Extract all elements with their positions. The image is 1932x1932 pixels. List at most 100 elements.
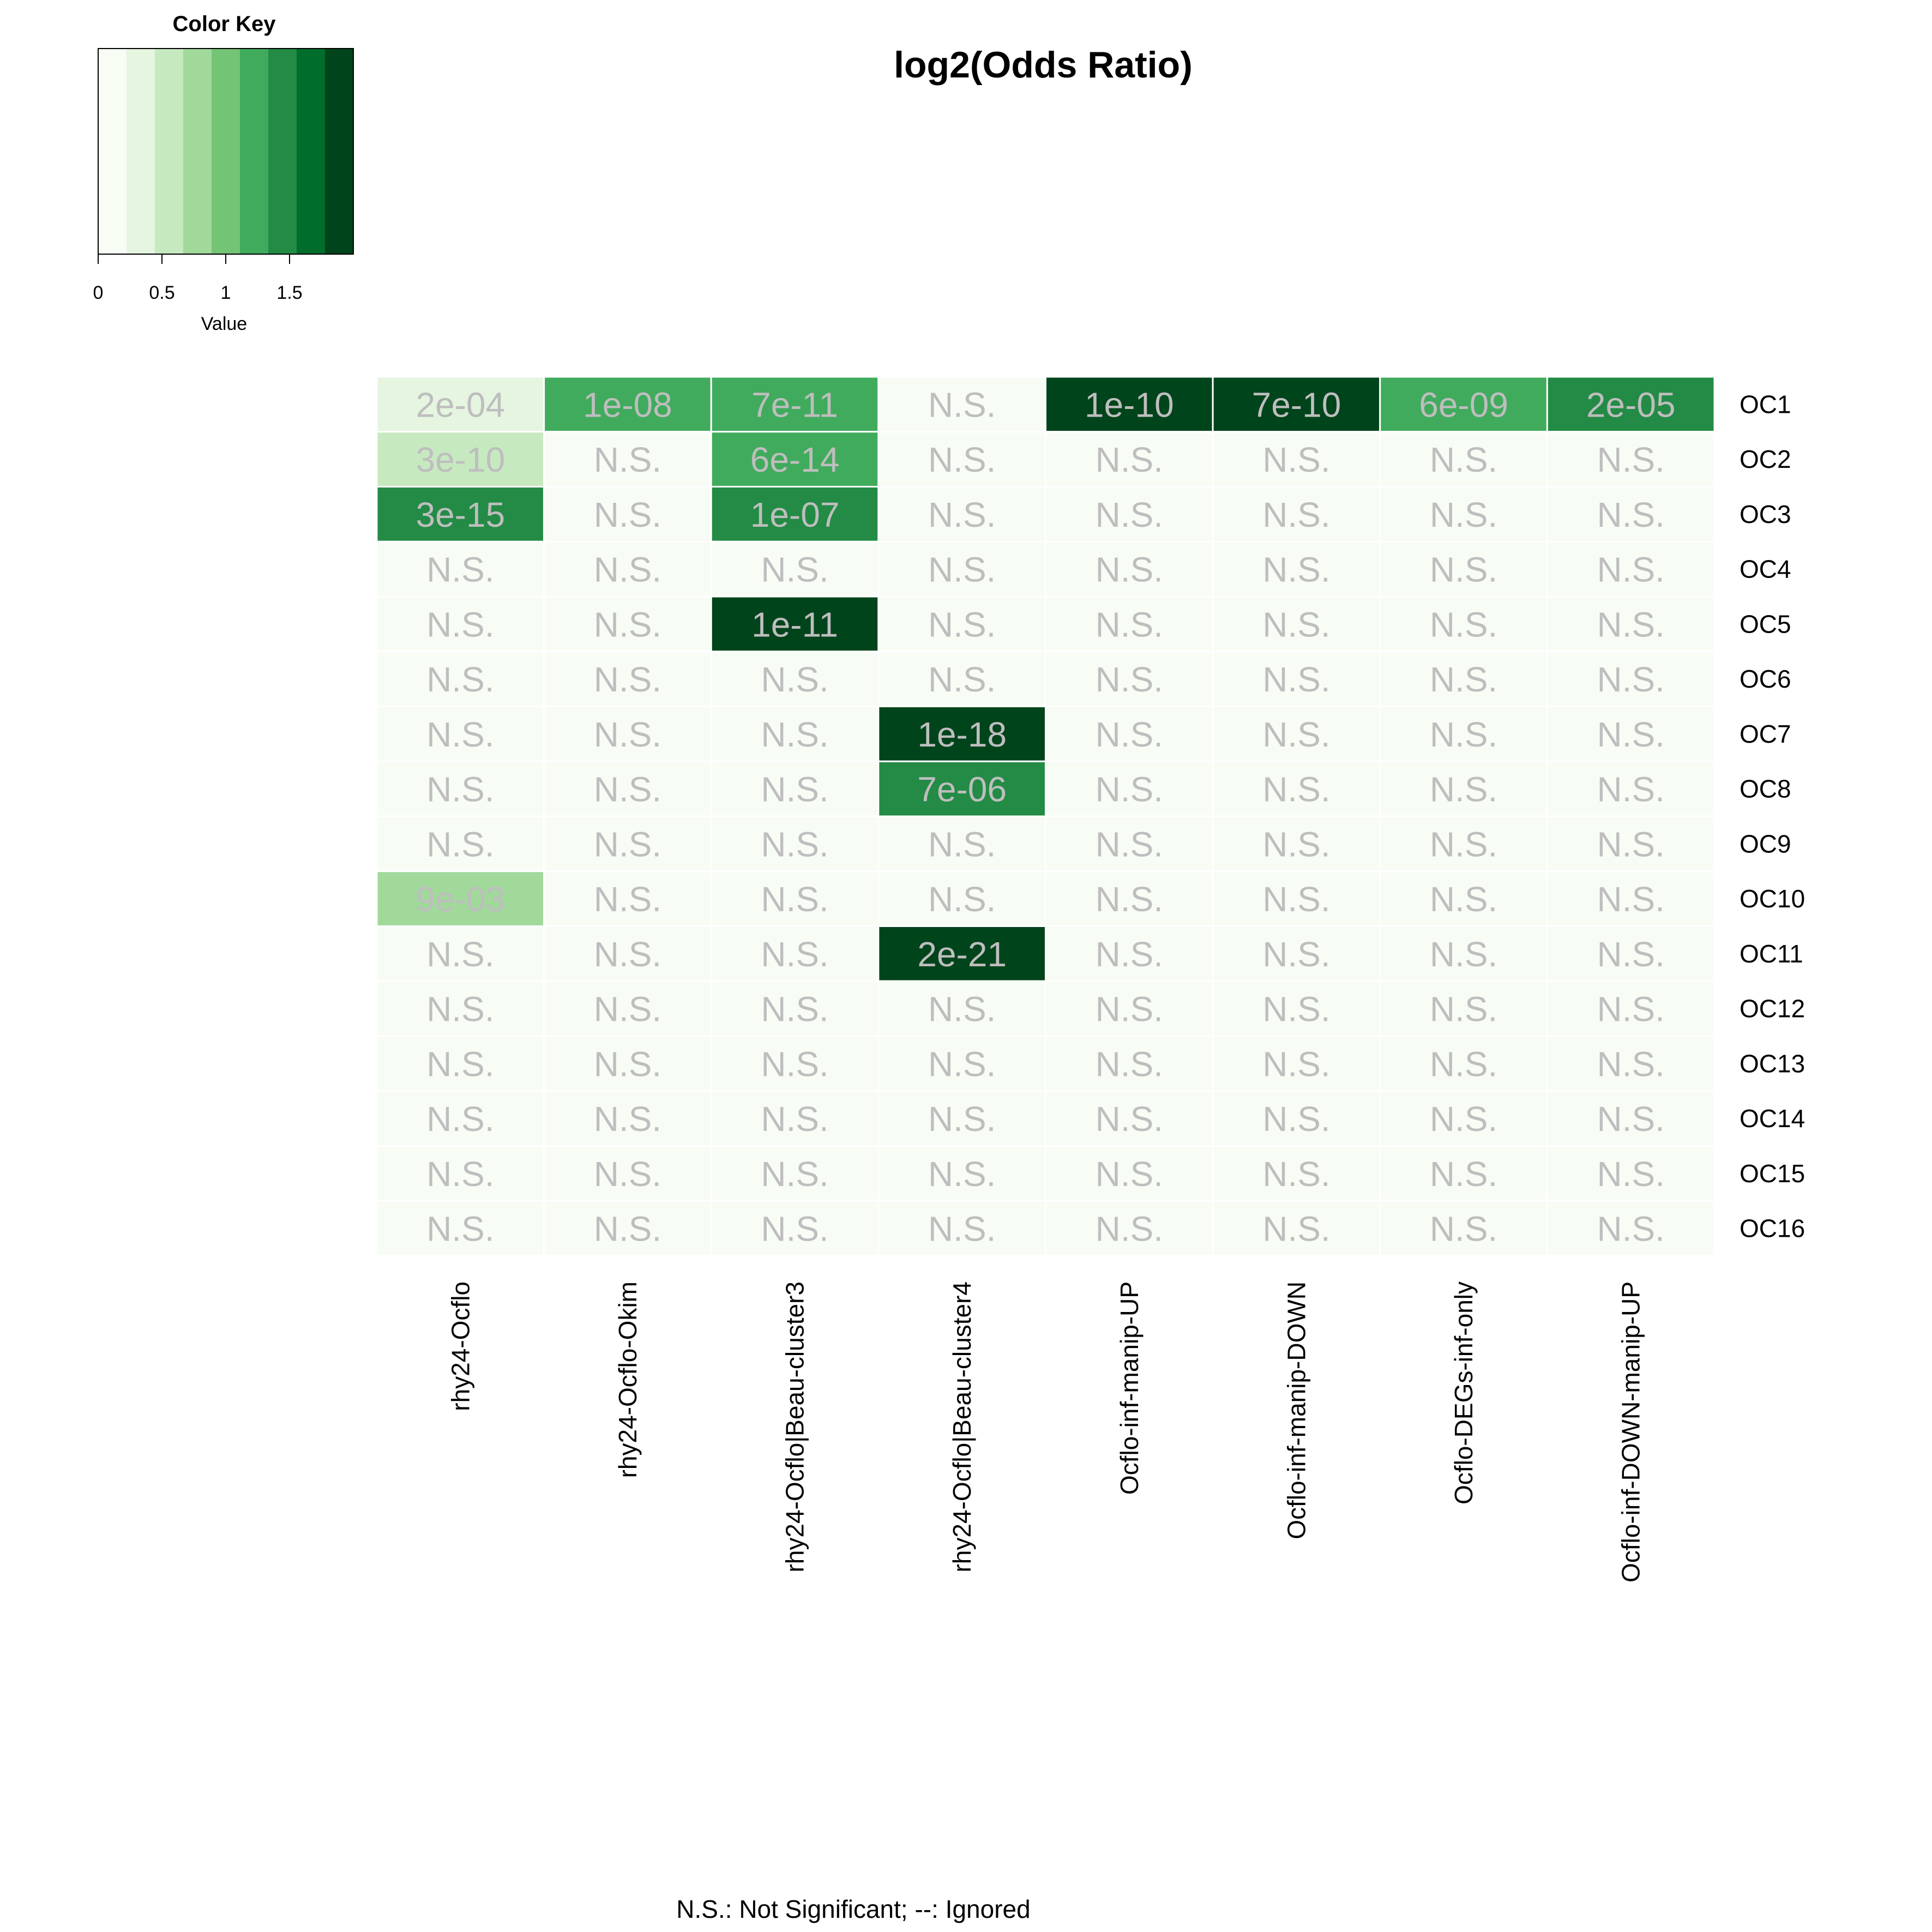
- cell-label: N.S.: [928, 605, 996, 644]
- cell-label: 6e-09: [1419, 385, 1508, 424]
- heatmap-cell: [877, 815, 1046, 872]
- heatmap-cell: [376, 540, 545, 598]
- cell-label: N.S.: [594, 495, 661, 534]
- heatmap-cell: [710, 815, 880, 872]
- heatmap-cell: [1546, 1200, 1716, 1257]
- cell-label: N.S.: [1430, 770, 1497, 809]
- cell-label: N.S.: [1262, 440, 1330, 479]
- cell-label: N.S.: [1430, 715, 1497, 754]
- cell-label: N.S.: [761, 550, 828, 589]
- cell-label: N.S.: [928, 1044, 996, 1084]
- row-label: OC12: [1740, 995, 1805, 1023]
- cell-label: N.S.: [1262, 935, 1330, 974]
- heatmap-cell: [1379, 651, 1548, 707]
- cell-label: N.S.: [761, 770, 828, 809]
- heatmap-cell: [877, 1145, 1046, 1202]
- cell-label: N.S.: [1262, 605, 1330, 644]
- color-key-bin: [127, 49, 155, 254]
- color-key-tick-label: 0.5: [149, 282, 174, 303]
- cell-label: N.S.: [1096, 550, 1163, 589]
- cell-label: N.S.: [426, 1209, 494, 1249]
- cell-label: 7e-06: [917, 770, 1007, 809]
- heatmap-cell: [1045, 706, 1214, 762]
- cell-label: N.S.: [426, 605, 494, 644]
- cell-label: N.S.: [1262, 715, 1330, 754]
- heatmap-cell: [877, 706, 1046, 762]
- cell-label: N.S.: [1597, 770, 1664, 809]
- heatmap-cell: [1212, 925, 1381, 982]
- heatmap-cell: [1045, 925, 1214, 982]
- heatmap-cell: [1379, 925, 1548, 982]
- heatmap-cell: [1212, 540, 1381, 598]
- heatmap-cell: [1212, 870, 1381, 927]
- cell-label: N.S.: [1597, 935, 1664, 974]
- heatmap-cell: [1546, 1035, 1716, 1092]
- cell-label: N.S.: [1096, 440, 1163, 479]
- cell-label: 1e-08: [583, 385, 672, 424]
- column-label: rhy24-Ocflo|Beau-cluster3: [781, 1281, 809, 1573]
- cell-label: N.S.: [1262, 495, 1330, 534]
- heatmap-cell: [710, 980, 880, 1037]
- heatmap-cell: [710, 1090, 880, 1147]
- heatmap-cell: [1546, 1145, 1716, 1202]
- cell-label: N.S.: [928, 660, 996, 699]
- heatmap-cell: [1379, 486, 1548, 543]
- cell-label: N.S.: [1430, 495, 1497, 534]
- cell-label: 1e-10: [1085, 385, 1174, 424]
- heatmap-cell: [543, 431, 712, 487]
- heatmap-cell: [1045, 376, 1214, 433]
- cell-label: N.S.: [761, 1209, 828, 1249]
- column-label: Ocflo-inf-manip-UP: [1115, 1281, 1143, 1495]
- row-label: OC8: [1740, 775, 1791, 803]
- chart-title: log2(Odds Ratio): [894, 44, 1193, 86]
- column-label: rhy24-Ocflo|Beau-cluster4: [948, 1281, 976, 1573]
- cell-label: N.S.: [426, 824, 494, 864]
- cell-label: N.S.: [1430, 550, 1497, 589]
- cell-label: N.S.: [1597, 1154, 1664, 1194]
- heatmap-cell: [1212, 431, 1381, 487]
- cell-label: 7e-10: [1252, 385, 1341, 424]
- heatmap-cell: [1379, 431, 1548, 487]
- heatmap-cell: [710, 486, 880, 543]
- heatmap-cell: [1379, 1090, 1548, 1147]
- cell-label: N.S.: [928, 495, 996, 534]
- cell-label: N.S.: [594, 824, 661, 864]
- heatmap-cell: [877, 1200, 1046, 1257]
- heatmap-cell: [1212, 706, 1381, 762]
- row-label: OC6: [1740, 665, 1791, 693]
- heatmap-cell: [1546, 925, 1716, 982]
- cell-label: N.S.: [1096, 660, 1163, 699]
- cell-label: N.S.: [1430, 1099, 1497, 1139]
- heatmap-cell: [376, 706, 545, 762]
- heatmap-cell: [710, 651, 880, 707]
- column-label: Ocflo-inf-manip-DOWN: [1282, 1281, 1310, 1539]
- color-key-bin: [268, 49, 297, 254]
- heatmap-cell: [877, 1035, 1046, 1092]
- heatmap-cell: [543, 376, 712, 433]
- cell-label: N.S.: [1096, 990, 1163, 1029]
- cell-label: N.S.: [761, 1154, 828, 1194]
- cell-label: 9e-03: [416, 880, 505, 919]
- cell-label: N.S.: [426, 660, 494, 699]
- heatmap-cell: [1546, 486, 1716, 543]
- color-key-bin: [212, 49, 240, 254]
- heatmap-cell: [1045, 651, 1214, 707]
- cell-label: N.S.: [1430, 1209, 1497, 1249]
- column-label: rhy24-Ocflo: [446, 1281, 474, 1411]
- heatmap-cell: [710, 1200, 880, 1257]
- cell-label: N.S.: [1096, 1154, 1163, 1194]
- cell-label: N.S.: [1262, 550, 1330, 589]
- heatmap-cell: [710, 431, 880, 487]
- cell-label: N.S.: [1262, 770, 1330, 809]
- heatmap-cell: [1045, 595, 1214, 653]
- row-label: OC14: [1740, 1104, 1805, 1133]
- heatmap-cell: [1212, 760, 1381, 817]
- cell-label: N.S.: [761, 990, 828, 1029]
- heatmap-cell: [710, 1145, 880, 1202]
- heatmap-cell: [1212, 1200, 1381, 1257]
- color-key: Color Key 0 0.5 1 1.5 Value: [93, 12, 354, 334]
- cell-label: N.S.: [1597, 660, 1664, 699]
- row-label: OC5: [1740, 610, 1791, 638]
- cell-label: 3e-15: [416, 495, 505, 534]
- cell-label: N.S.: [594, 1209, 661, 1249]
